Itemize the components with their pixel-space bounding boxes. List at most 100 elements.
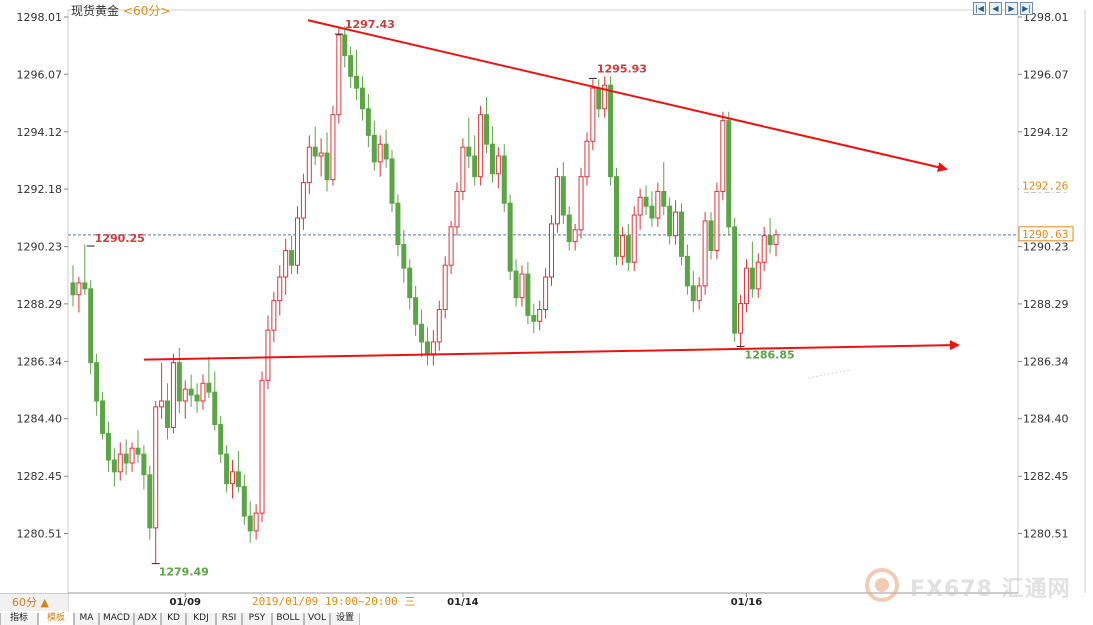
candle-body-17: [170, 362, 176, 429]
candle-body-33: [265, 329, 271, 381]
candle-body-59: [419, 323, 425, 343]
chart-period: <60分>: [123, 4, 171, 18]
candle-body-9: [123, 453, 129, 464]
candle-body-100: [661, 190, 667, 207]
right-price-tag-box-1: [1018, 226, 1074, 242]
candle-body-32: [259, 379, 265, 514]
tab-7[interactable]: RSI: [216, 613, 242, 625]
last-page-icon[interactable]: ▶|: [1020, 2, 1033, 15]
y-tick-label-left-9: 1280.51: [17, 528, 63, 541]
candle-body-114: [743, 267, 749, 305]
x-tick-label-1: 01/14: [447, 597, 479, 608]
candle-body-92: [613, 176, 619, 257]
tab-1[interactable]: 模板: [38, 613, 74, 625]
extreme-label-0: 1297.43: [345, 18, 395, 31]
candle-body-62: [436, 308, 442, 343]
y-tick-label-right-8: 1282.45: [1023, 470, 1069, 483]
candle-body-39: [300, 182, 306, 219]
y-tick-label-left-4: 1290.23: [17, 241, 63, 254]
candle-body-28: [235, 471, 241, 488]
tab-3[interactable]: MACD: [99, 613, 134, 625]
candle-body-41: [312, 146, 318, 157]
candle-body-75: [513, 270, 519, 299]
tab-9[interactable]: BOLL: [272, 613, 304, 625]
candle-body-31: [253, 512, 259, 532]
candle-body-82: [554, 176, 560, 225]
trendline-resistance: [307, 19, 948, 173]
candle-body-119: [773, 234, 779, 246]
candle-body-88: [590, 87, 596, 142]
candle-body-108: [708, 220, 714, 251]
candle-body-42: [318, 152, 324, 157]
candle-body-61: [430, 341, 436, 355]
candle-body-4: [94, 362, 100, 402]
trendline-support: [143, 340, 960, 361]
candle-body-21: [194, 394, 200, 402]
candle-body-29: [241, 486, 247, 517]
tab-11[interactable]: 设置: [330, 613, 360, 625]
candle-body-102: [673, 211, 679, 237]
x-tick-label-2: 01/16: [731, 597, 763, 608]
tab-8[interactable]: PSY: [242, 613, 272, 625]
candle-body-60: [424, 341, 430, 355]
candle-body-57: [407, 267, 413, 299]
candle-body-19: [182, 388, 188, 402]
candle-body-46: [342, 34, 348, 57]
candle-body-97: [643, 196, 649, 207]
candle-body-70: [484, 114, 490, 145]
candle-body-48: [354, 75, 360, 89]
candle-body-98: [649, 205, 655, 219]
candle-body-0: [70, 282, 76, 296]
first-page-icon[interactable]: |◀: [973, 2, 986, 15]
candle-body-13: [147, 474, 153, 529]
candle-body-76: [519, 273, 525, 299]
candle-body-18: [176, 362, 182, 402]
candle-body-77: [525, 273, 531, 316]
candle-body-40: [306, 146, 312, 184]
plot-frame: [67, 9, 1019, 594]
candle-body-86: [578, 176, 584, 231]
candle-body-16: [165, 400, 171, 429]
prev-page-icon[interactable]: ◀: [989, 2, 1002, 15]
candle-body-7: [111, 459, 117, 473]
tab-5[interactable]: KD: [161, 613, 186, 625]
extreme-label-3: 1286.85: [745, 348, 795, 361]
extreme-label-1: 1295.93: [597, 62, 647, 75]
candle-body-5: [100, 400, 106, 434]
crosshair-time-label: 2019/01/09 19:00~20:00 三: [252, 595, 415, 608]
tab-2[interactable]: MA: [74, 613, 99, 625]
candle-body-54: [389, 158, 395, 204]
tab-4[interactable]: ADX: [134, 613, 161, 625]
candle-body-23: [206, 382, 212, 393]
candle-body-80: [543, 276, 549, 310]
candle-body-83: [560, 176, 566, 216]
tab-10[interactable]: VOL: [304, 613, 330, 625]
candle-body-1: [76, 282, 82, 296]
extreme-label-4: 1279.49: [159, 566, 209, 579]
y-tick-label-right-7: 1284.40: [1023, 413, 1069, 426]
next-page-icon[interactable]: ▶: [1005, 2, 1018, 15]
tab-0[interactable]: 指标: [0, 613, 38, 625]
candle-body-89: [596, 87, 602, 110]
candle-body-95: [631, 214, 637, 263]
candle-body-49: [359, 87, 365, 110]
candle-body-81: [549, 223, 555, 278]
y-tick-label-right-5: 1288.29: [1023, 298, 1069, 311]
watermark-logo: FX678 汇通网: [862, 565, 1082, 605]
candle-body-52: [377, 143, 383, 163]
period-selector[interactable]: 60分 ▲: [0, 593, 68, 611]
candle-body-84: [566, 214, 572, 243]
candle-body-96: [637, 196, 643, 216]
candle-body-10: [129, 447, 135, 464]
right-price-tag-1: 1290.63: [1022, 228, 1068, 241]
watermark-text: FX678 汇通网: [910, 577, 1071, 602]
candle-body-53: [383, 143, 389, 160]
candle-body-15: [159, 400, 165, 408]
candle-body-38: [294, 217, 300, 266]
candle-body-109: [714, 190, 720, 251]
candle-body-90: [602, 84, 608, 110]
tab-6[interactable]: KDJ: [186, 613, 216, 625]
y-tick-label-right-0: 1298.01: [1023, 11, 1069, 24]
candle-body-118: [767, 235, 773, 246]
